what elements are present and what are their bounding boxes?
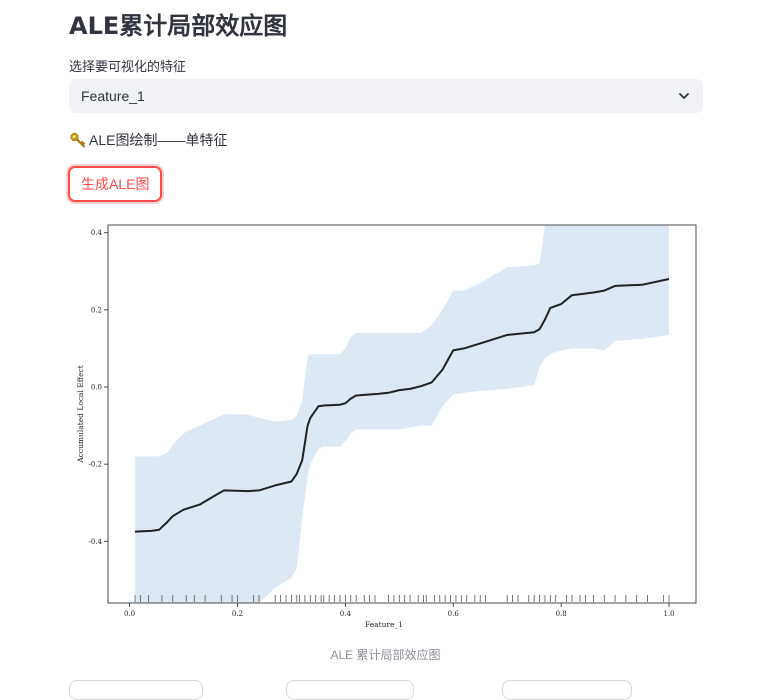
- feature-select-label: 选择要可视化的特征: [69, 59, 187, 74]
- y-tick-label: -0.4: [89, 538, 103, 546]
- bottom-button-1[interactable]: [69, 680, 203, 700]
- x-tick-label: 0.4: [340, 610, 352, 618]
- x-tick-label: 1.0: [663, 610, 674, 618]
- x-tick-label: 0.0: [124, 610, 135, 618]
- ale-chart: 0.0 0.2 0.4 0.6 0.8 1.0 -0.4 -0.2 0.0 0.2 0.4 Featu…: [69, 218, 703, 638]
- x-tick-label: 0.2: [232, 610, 243, 618]
- section-caption-text: ALE图绘制——单特征: [89, 132, 228, 148]
- ale-chart-svg: 0.0 0.2 0.4 0.6 0.8 1.0 -0.4 -0.2 0.0 0.2 0.4 Featu…: [76, 224, 697, 629]
- page-title: ALE累计局部效应图: [69, 12, 288, 40]
- key-icon: [70, 132, 85, 148]
- x-tick-label: 0.6: [448, 610, 460, 618]
- y-tick-label: 0.0: [91, 384, 102, 392]
- feature-select[interactable]: Feature_1: [69, 79, 703, 113]
- confidence-band: [135, 225, 669, 603]
- y-axis-label: Accumulated Local Effect: [76, 365, 85, 464]
- plot-frame: [107, 224, 697, 604]
- y-tick-label: 0.2: [91, 306, 102, 314]
- feature-select-value: Feature_1: [81, 88, 145, 104]
- y-tick-label: -0.2: [89, 461, 103, 469]
- x-axis-label: Feature_1: [365, 620, 403, 629]
- y-tick-label: 0.4: [91, 229, 103, 237]
- figure-caption: ALE 累计局部效应图: [330, 648, 441, 662]
- bottom-button-3[interactable]: [502, 680, 632, 700]
- chevron-down-icon[interactable]: [677, 89, 691, 103]
- section-caption: ALE图绘制——单特征: [69, 130, 227, 150]
- generate-ale-button[interactable]: 生成ALE图: [68, 166, 163, 202]
- ale-line: [134, 278, 670, 533]
- x-tick-label: 0.8: [556, 610, 567, 618]
- bottom-button-2[interactable]: [286, 680, 414, 700]
